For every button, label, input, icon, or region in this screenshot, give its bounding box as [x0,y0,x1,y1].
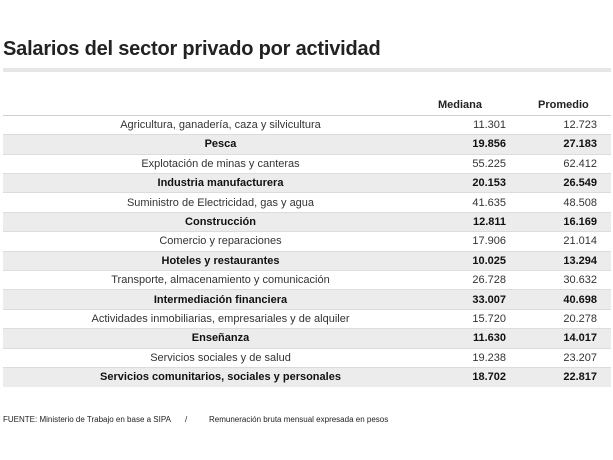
cell-actividad: Industria manufacturera [3,173,438,193]
cell-actividad: Agricultura, ganadería, caza y silvicult… [3,115,438,135]
salary-table: Mediana Promedio Agricultura, ganadería,… [3,96,611,387]
cell-mediana: 18.702 [438,367,538,387]
table-row: Agricultura, ganadería, caza y silvicult… [3,115,611,135]
table-header: Mediana Promedio [3,96,611,116]
cell-actividad: Actividades inmobiliarias, empresariales… [3,309,438,329]
cell-promedio: 27.183 [538,134,611,155]
cell-actividad: Hoteles y restaurantes [3,251,438,271]
cell-actividad: Servicios comunitarios, sociales y perso… [3,367,438,387]
cell-mediana: 20.153 [438,173,538,193]
cell-promedio: 21.014 [538,231,611,252]
cell-promedio: 14.017 [538,328,611,349]
table-row: Comercio y reparaciones 17.906 21.014 [3,231,611,252]
table-body: Agricultura, ganadería, caza y silvicult… [3,115,611,387]
table-row: Enseñanza 11.630 14.017 [3,328,611,349]
table-row: Servicios sociales y de salud 19.238 23.20… [3,348,611,368]
table-row: Explotación de minas y canteras 55.225 62.… [3,154,611,174]
cell-mediana: 19.856 [438,134,538,155]
cell-mediana: 11.301 [438,115,538,135]
cell-mediana: 55.225 [438,154,538,174]
cell-mediana: 33.007 [438,289,538,310]
cell-promedio: 30.632 [538,270,611,290]
header-row: Mediana Promedio [3,96,611,116]
footer-separator: / [185,415,188,424]
cell-actividad: Intermediación financiera [3,289,438,310]
cell-promedio: 12.723 [538,115,611,135]
cell-mediana: 12.811 [438,212,538,232]
page-title: Salarios del sector privado por activida… [3,38,381,60]
table-row: Servicios comunitarios, sociales y perso… [3,367,611,387]
cell-mediana: 26.728 [438,270,538,290]
cell-promedio: 16.169 [538,212,611,232]
cell-actividad: Comercio y reparaciones [3,231,438,252]
cell-promedio: 26.549 [538,173,611,193]
table-row: Suministro de Electricidad, gas y agua 41… [3,192,611,213]
table-row: Industria manufacturera 20.153 26.549 [3,173,611,193]
cell-actividad: Explotación de minas y canteras [3,154,438,174]
table-row: Hoteles y restaurantes 10.025 13.294 [3,251,611,271]
cell-actividad: Enseñanza [3,328,438,349]
cell-promedio: 23.207 [538,348,611,368]
cell-promedio: 48.508 [538,192,611,213]
table-row: Construcción 12.811 16.169 [3,212,611,232]
cell-promedio: 40.698 [538,289,611,310]
title-divider [3,68,611,72]
source-note: FUENTE: Ministerio de Trabajo en base a … [3,415,171,424]
cell-actividad: Construcción [3,212,438,232]
cell-mediana: 19.238 [438,348,538,368]
cell-mediana: 15.720 [438,309,538,329]
column-header-mediana: Mediana [438,96,538,116]
column-header-actividad [3,96,438,116]
cell-actividad: Servicios sociales y de salud [3,348,438,368]
cell-mediana: 11.630 [438,328,538,349]
cell-promedio: 20.278 [538,309,611,329]
units-note: Remuneración bruta mensual expresada en … [209,415,389,424]
cell-promedio: 22.817 [538,367,611,387]
table-row: Intermediación financiera 33.007 40.698 [3,289,611,310]
cell-mediana: 41.635 [438,192,538,213]
cell-actividad: Transporte, almacenamiento y comunicació… [3,270,438,290]
cell-promedio: 13.294 [538,251,611,271]
cell-mediana: 10.025 [438,251,538,271]
table-row: Pesca 19.856 27.183 [3,134,611,155]
footer: FUENTE: Ministerio de Trabajo en base a … [3,415,388,424]
cell-promedio: 62.412 [538,154,611,174]
table-row: Transporte, almacenamiento y comunicació… [3,270,611,290]
cell-mediana: 17.906 [438,231,538,252]
cell-actividad: Pesca [3,134,438,155]
cell-actividad: Suministro de Electricidad, gas y agua [3,192,438,213]
column-header-promedio: Promedio [538,96,611,116]
table-row: Actividades inmobiliarias, empresariales… [3,309,611,329]
